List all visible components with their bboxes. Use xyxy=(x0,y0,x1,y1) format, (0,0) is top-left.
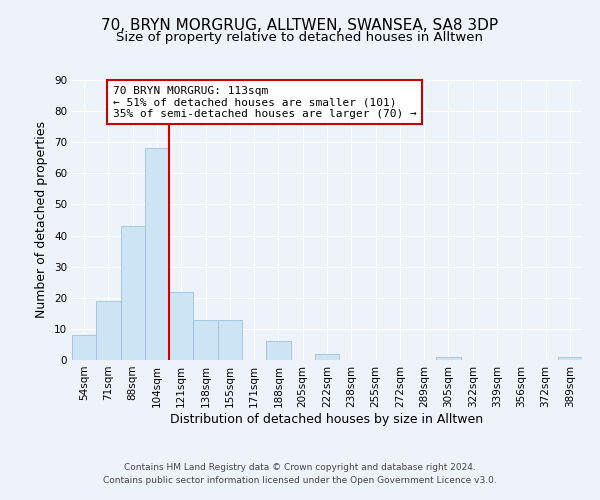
Text: 70 BRYN MORGRUG: 113sqm
← 51% of detached houses are smaller (101)
35% of semi-d: 70 BRYN MORGRUG: 113sqm ← 51% of detache… xyxy=(113,86,416,119)
Text: Contains public sector information licensed under the Open Government Licence v3: Contains public sector information licen… xyxy=(103,476,497,485)
Bar xyxy=(121,226,145,360)
Bar xyxy=(145,148,169,360)
Bar xyxy=(558,357,582,360)
Bar xyxy=(218,320,242,360)
Bar xyxy=(169,292,193,360)
X-axis label: Distribution of detached houses by size in Alltwen: Distribution of detached houses by size … xyxy=(170,412,484,426)
Text: Size of property relative to detached houses in Alltwen: Size of property relative to detached ho… xyxy=(116,31,484,44)
Bar xyxy=(436,357,461,360)
Bar xyxy=(96,301,121,360)
Bar xyxy=(72,335,96,360)
Bar xyxy=(315,354,339,360)
Y-axis label: Number of detached properties: Number of detached properties xyxy=(35,122,49,318)
Bar xyxy=(266,342,290,360)
Text: Contains HM Land Registry data © Crown copyright and database right 2024.: Contains HM Land Registry data © Crown c… xyxy=(124,462,476,471)
Text: 70, BRYN MORGRUG, ALLTWEN, SWANSEA, SA8 3DP: 70, BRYN MORGRUG, ALLTWEN, SWANSEA, SA8 … xyxy=(101,18,499,32)
Bar xyxy=(193,320,218,360)
